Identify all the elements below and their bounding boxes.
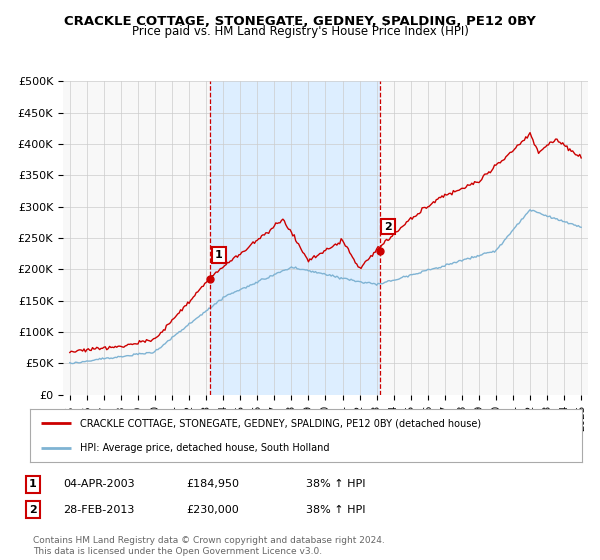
Text: 38% ↑ HPI: 38% ↑ HPI (306, 479, 365, 489)
Text: 04-APR-2003: 04-APR-2003 (63, 479, 134, 489)
Text: Price paid vs. HM Land Registry's House Price Index (HPI): Price paid vs. HM Land Registry's House … (131, 25, 469, 38)
Text: 2: 2 (29, 505, 37, 515)
Text: CRACKLE COTTAGE, STONEGATE, GEDNEY, SPALDING, PE12 0BY (detached house): CRACKLE COTTAGE, STONEGATE, GEDNEY, SPAL… (80, 418, 481, 428)
Text: 2: 2 (384, 222, 392, 232)
Text: Contains HM Land Registry data © Crown copyright and database right 2024.
This d: Contains HM Land Registry data © Crown c… (33, 536, 385, 556)
Text: 38% ↑ HPI: 38% ↑ HPI (306, 505, 365, 515)
Text: 28-FEB-2013: 28-FEB-2013 (63, 505, 134, 515)
Text: 1: 1 (29, 479, 37, 489)
Text: HPI: Average price, detached house, South Holland: HPI: Average price, detached house, Sout… (80, 442, 329, 452)
Bar (211, 81, 380, 395)
Text: CRACKLE COTTAGE, STONEGATE, GEDNEY, SPALDING, PE12 0BY: CRACKLE COTTAGE, STONEGATE, GEDNEY, SPAL… (64, 15, 536, 28)
Text: £184,950: £184,950 (186, 479, 239, 489)
Text: £230,000: £230,000 (186, 505, 239, 515)
Text: 1: 1 (215, 250, 223, 260)
